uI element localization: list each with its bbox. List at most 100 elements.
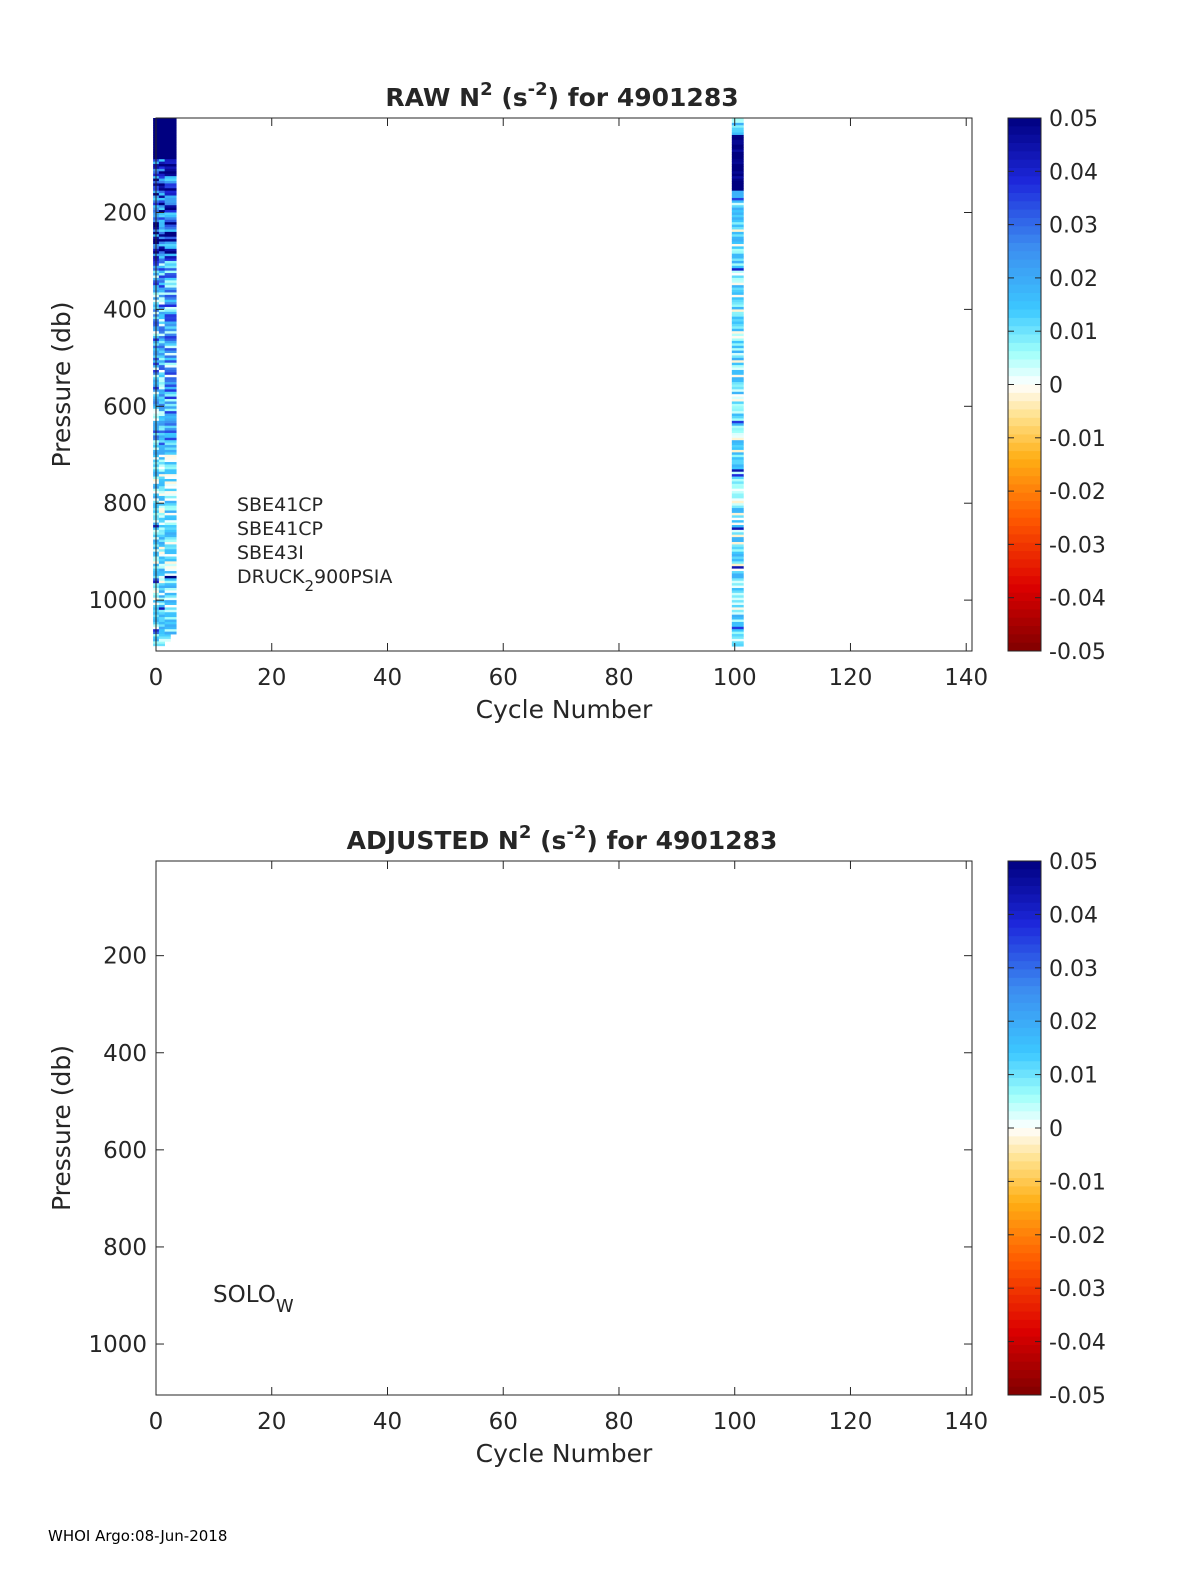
heatmap-cell <box>731 377 744 381</box>
heatmap-cell <box>731 389 744 393</box>
heatmap-cell <box>731 323 744 327</box>
heatmap-cell <box>164 563 177 567</box>
heatmap-cell <box>731 520 744 523</box>
heatmap-cell <box>164 287 177 291</box>
colorbar-tick-label: -0.02 <box>1049 480 1106 505</box>
heatmap-cell <box>731 367 744 371</box>
heatmap-cell <box>731 292 744 296</box>
heatmap-cell <box>731 595 744 599</box>
heatmap-cell <box>731 331 744 335</box>
heatmap-cell <box>164 493 177 497</box>
heatmap-cell <box>731 275 744 279</box>
heatmap-cell <box>164 355 177 359</box>
colorbar-swatch <box>1008 301 1041 311</box>
heatmap-cell <box>731 442 744 446</box>
colorbar: 0.05 0.04 0.03 0.02 0.01 0 -0.01 -0.02 -0.03 -0.0… <box>1007 107 1106 665</box>
heatmap-cell <box>164 466 177 470</box>
colorbar-swatch <box>1008 1069 1041 1079</box>
colorbar-swatch <box>1008 151 1041 161</box>
x-tick-label: 0 <box>149 1409 164 1435</box>
heatmap-cell <box>164 418 177 422</box>
heatmap-cell <box>164 224 177 228</box>
heatmap-cell <box>731 144 744 148</box>
heatmap-cell <box>731 372 744 376</box>
heatmap-cell <box>164 243 177 247</box>
heatmap-cell <box>731 369 744 373</box>
heatmap-cell <box>731 401 744 405</box>
heatmap-cell <box>731 142 744 146</box>
colorbar-tick-label: 0.03 <box>1049 214 1098 239</box>
sensor-label: SBE41CP <box>237 494 323 516</box>
heatmap-cell <box>164 350 177 354</box>
colorbar-tick-label: -0.04 <box>1049 587 1106 612</box>
colorbar-tick-label: -0.03 <box>1049 533 1106 558</box>
heatmap-cell <box>731 408 744 412</box>
colorbar-swatch <box>1008 1219 1041 1229</box>
colorbar-tick-label: 0.03 <box>1049 957 1098 982</box>
colorbar-swatch <box>1008 401 1041 410</box>
colorbar-swatch <box>1008 1211 1041 1221</box>
colorbar-swatch <box>1008 484 1041 494</box>
heatmap-cell <box>164 428 177 431</box>
heatmap-cell <box>158 636 171 640</box>
heatmap-cell <box>164 258 177 262</box>
heatmap-cell <box>164 193 177 196</box>
heatmap-cell <box>731 539 744 543</box>
heatmap-cell <box>731 476 744 480</box>
heatmap-cell <box>731 488 744 492</box>
heatmap-cell <box>164 595 177 599</box>
colorbar-swatch <box>1008 1186 1041 1196</box>
colorbar-swatch <box>1008 969 1041 979</box>
colorbar-swatch <box>1008 1286 1041 1296</box>
heatmap-cell <box>731 190 744 194</box>
heatmap-cell <box>731 222 744 225</box>
colorbar-swatch <box>1008 1153 1041 1162</box>
heatmap-cell <box>731 549 744 553</box>
heatmap-cell <box>731 355 744 359</box>
heatmap-cell <box>164 372 177 376</box>
heatmap-cell <box>731 580 744 584</box>
x-tick-label: 120 <box>829 1409 873 1435</box>
colorbar-swatch <box>1008 1011 1041 1021</box>
heatmap-cell <box>164 178 177 182</box>
heatmap-cell <box>164 299 177 303</box>
heatmap-cell <box>164 515 177 519</box>
colorbar-swatch <box>1008 1036 1041 1046</box>
heatmap-cell <box>164 510 177 514</box>
heatmap-cell <box>731 241 744 245</box>
heatmap-cell <box>731 137 744 141</box>
heatmap-cell <box>164 505 177 509</box>
heatmap-cell <box>164 365 177 368</box>
heatmap-cell <box>731 391 744 395</box>
heatmap-cell <box>731 416 744 419</box>
chart-title: ADJUSTED N2 (s-2) for 4901283 <box>347 822 778 855</box>
heatmap-cell <box>164 306 177 310</box>
heatmap-cell <box>731 173 744 177</box>
colorbar-swatch <box>1008 451 1041 460</box>
plot-area-frame <box>155 860 973 1396</box>
heatmap-cell <box>731 280 744 284</box>
heatmap-cell <box>164 389 177 393</box>
colorbar-tick-label: -0.05 <box>1049 1384 1106 1409</box>
heatmap-cell <box>153 643 165 647</box>
heatmap-cell <box>164 149 177 153</box>
heatmap-cell <box>731 268 744 272</box>
heatmap-cell <box>164 173 177 177</box>
heatmap-cell <box>731 437 744 441</box>
heatmap-cell <box>164 546 177 550</box>
y-tick-label: 200 <box>103 944 147 970</box>
heatmap-cell <box>164 532 177 536</box>
colorbar-swatch <box>1008 1077 1041 1087</box>
heatmap-cell <box>731 168 744 172</box>
heatmap-cell <box>164 210 177 213</box>
heatmap-cell <box>164 491 177 494</box>
colorbar-swatch <box>1008 184 1041 194</box>
heatmap-cell <box>731 537 744 540</box>
colorbar-tick-label: -0.02 <box>1049 1224 1106 1249</box>
heatmap-cell <box>164 217 177 221</box>
heatmap-cell <box>164 498 177 502</box>
heatmap-cell <box>164 336 177 339</box>
heatmap-cell <box>164 139 177 143</box>
heatmap-cell <box>164 568 177 572</box>
heatmap-cell <box>731 573 744 577</box>
